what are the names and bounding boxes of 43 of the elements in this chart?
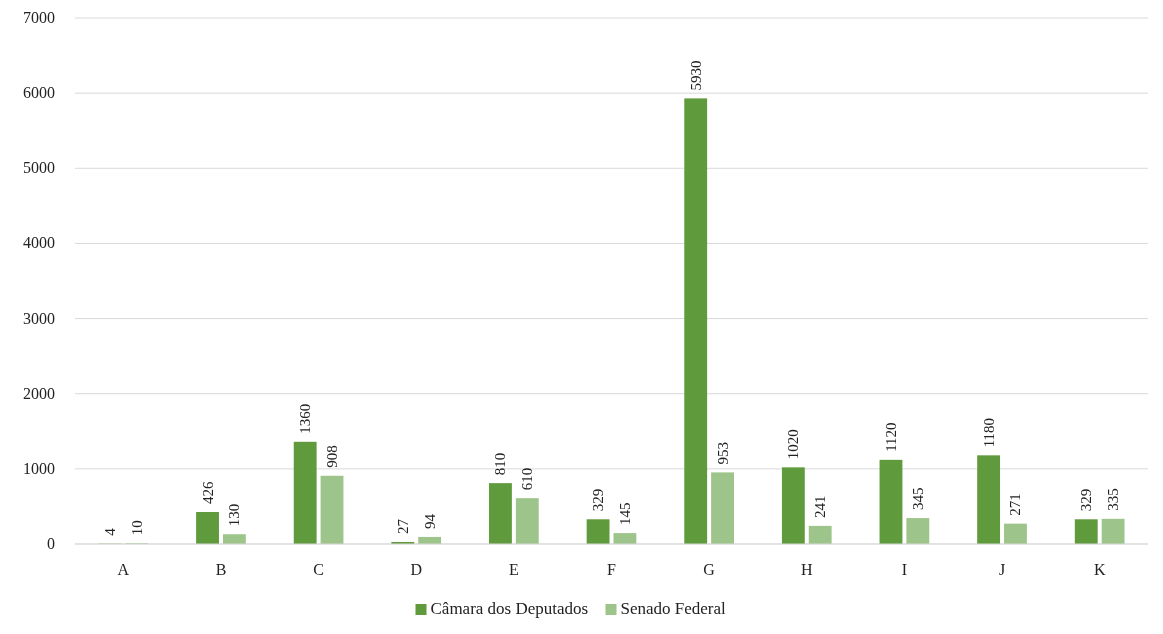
data-label: 4 <box>101 527 118 536</box>
y-tick-label: 1000 <box>23 459 55 477</box>
x-tick-label: A <box>117 561 130 578</box>
data-label: 953 <box>714 441 731 465</box>
y-tick-label: 6000 <box>23 84 55 102</box>
x-tick-label: C <box>313 561 324 578</box>
data-label: 610 <box>519 467 536 491</box>
y-tick-label: 3000 <box>23 309 55 327</box>
x-tick-label: H <box>800 561 813 578</box>
data-label: 241 <box>812 495 829 518</box>
y-tick-label: 7000 <box>23 9 55 26</box>
data-label: 1180 <box>980 417 997 448</box>
data-label: 130 <box>226 503 243 527</box>
data-label: 145 <box>616 502 633 526</box>
legend-label: Senado Federal <box>620 599 727 618</box>
x-tick-label: B <box>215 561 227 578</box>
data-label: 27 <box>394 518 411 534</box>
x-tick-label: E <box>508 561 519 578</box>
y-tick-label: 0 <box>47 535 55 552</box>
data-label: 5930 <box>687 60 704 91</box>
x-tick-label: I <box>901 561 908 578</box>
x-tick-label: F <box>607 561 617 578</box>
data-label: 329 <box>590 488 607 512</box>
data-label: 271 <box>1007 493 1024 516</box>
data-label: 1020 <box>785 429 802 460</box>
y-tick-label: 5000 <box>23 159 55 177</box>
y-tick-label: 4000 <box>23 234 55 252</box>
x-tick-label: K <box>1093 561 1106 578</box>
x-tick-label: G <box>703 561 716 578</box>
data-label: 94 <box>421 513 438 529</box>
data-label: 335 <box>1105 488 1122 511</box>
y-tick-label: 2000 <box>23 384 55 402</box>
data-label: 810 <box>492 452 509 476</box>
data-label: 1120 <box>882 422 899 452</box>
x-tick-label: D <box>410 561 423 578</box>
data-label: 10 <box>128 520 145 536</box>
x-tick-label: J <box>998 561 1006 578</box>
data-label: 908 <box>324 445 341 468</box>
data-label: 426 <box>199 480 216 504</box>
data-label: 1360 <box>297 403 314 434</box>
data-label: 345 <box>909 487 926 511</box>
data-label: 329 <box>1078 488 1095 512</box>
legend-label: Câmara dos Deputados <box>430 599 589 618</box>
